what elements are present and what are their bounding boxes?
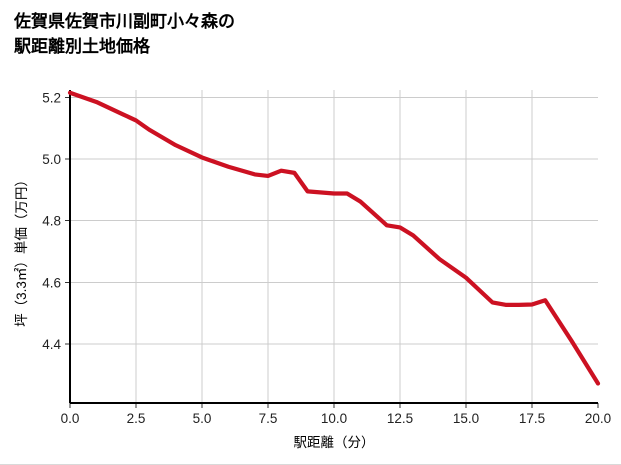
x-tick-label: 12.5 bbox=[387, 411, 413, 426]
y-tick-label: 5.0 bbox=[42, 152, 61, 167]
x-tick-label: 17.5 bbox=[519, 411, 545, 426]
chart-title: 佐賀県佐賀市川副町小々森の 駅距離別土地価格 bbox=[14, 12, 235, 56]
x-tick-label: 0.0 bbox=[61, 411, 80, 426]
x-tick-label: 7.5 bbox=[259, 411, 278, 426]
x-tick-labels-group: 0.0 2.5 5.0 7.5 10.0 12.5 15.0 17.5 20.0 bbox=[61, 411, 612, 426]
y-tick-labels-group: 4.4 4.6 4.8 5.0 5.2 bbox=[42, 90, 61, 352]
x-tick-label: 5.0 bbox=[193, 411, 212, 426]
x-tick-label: 20.0 bbox=[585, 411, 611, 426]
y-tick-label: 4.8 bbox=[42, 214, 61, 229]
axis-spines-group bbox=[68, 90, 598, 405]
x-axis-title: 駅距離（分） bbox=[294, 435, 375, 450]
price-distance-line bbox=[67, 90, 601, 386]
x-tick-label: 2.5 bbox=[127, 411, 146, 426]
x-tick-label: 15.0 bbox=[453, 411, 479, 426]
gridlines-group bbox=[70, 90, 598, 403]
y-tick-label: 4.4 bbox=[42, 337, 61, 352]
tickmarks-group bbox=[65, 96, 599, 408]
y-axis-title: 坪（3.3㎡）単価（万円） bbox=[14, 173, 29, 327]
y-tick-label: 5.2 bbox=[42, 90, 61, 105]
x-tick-label: 10.0 bbox=[321, 411, 347, 426]
y-tick-label: 4.6 bbox=[42, 275, 61, 290]
